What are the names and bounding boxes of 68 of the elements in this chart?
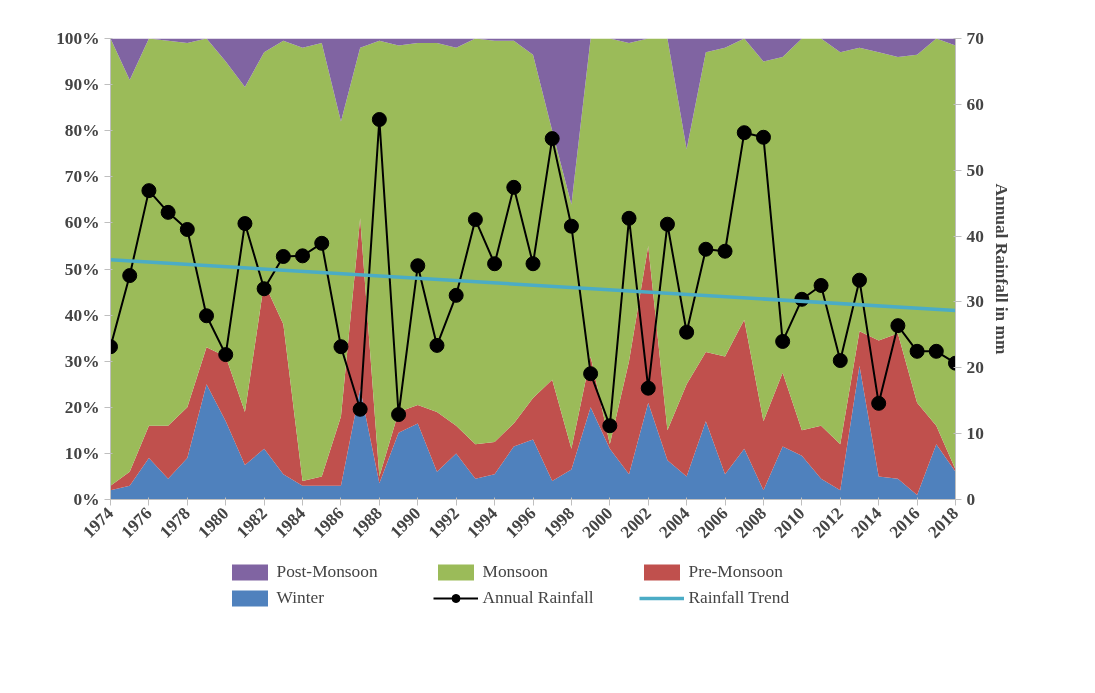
point [467, 212, 483, 228]
y-tick-label: 30% [64, 351, 100, 371]
y2-tick-label: 40 [966, 226, 984, 246]
point [487, 256, 503, 272]
y-tick-label: 80% [64, 121, 100, 141]
y-tick-label: 40% [64, 305, 100, 325]
y2-tick-label: 60 [966, 94, 984, 114]
point [179, 222, 195, 237]
point [256, 281, 272, 297]
point [371, 112, 387, 127]
point [890, 318, 906, 334]
y2-tick-label: 70 [966, 29, 984, 48]
point [659, 216, 675, 232]
point [275, 249, 291, 264]
point [218, 347, 234, 363]
point [909, 343, 925, 359]
point [333, 339, 349, 355]
point [525, 256, 541, 272]
point [160, 204, 176, 220]
point [871, 395, 887, 411]
point [851, 272, 867, 288]
y2-tick-label: 0 [966, 490, 976, 509]
point [813, 277, 829, 293]
point [602, 418, 618, 434]
legend-label: Annual Rainfall [482, 588, 595, 608]
point [141, 183, 157, 199]
y2-tick-label: 10 [966, 424, 984, 444]
point [448, 287, 464, 303]
point [736, 125, 752, 141]
point [832, 353, 848, 369]
y2-tick-label: 50 [966, 160, 984, 180]
point [506, 179, 522, 195]
legend-label: Winter [276, 588, 325, 608]
point [755, 129, 771, 145]
point [563, 218, 579, 234]
point [199, 308, 215, 324]
legend-label: Pre-Monsoon [688, 562, 784, 582]
y-tick-label: 100% [56, 29, 100, 48]
y2-tick-label: 30 [966, 292, 984, 312]
point [429, 337, 445, 353]
point [352, 401, 368, 417]
y2-axis-title: Annual Rainfall in mm [991, 183, 1011, 356]
point [928, 343, 944, 359]
point [410, 258, 426, 274]
point [314, 235, 330, 251]
point [391, 407, 407, 423]
y-tick-label: 20% [64, 397, 100, 417]
legend-label: Monsoon [482, 562, 549, 582]
legend-label: Post-Monsoon [276, 562, 379, 582]
point [717, 243, 733, 259]
point [237, 216, 253, 232]
point [679, 324, 695, 340]
point [583, 366, 599, 382]
y-tick-label: 90% [64, 75, 100, 95]
legend-label: Rainfall Trend [688, 588, 791, 608]
y-tick-label: 10% [64, 443, 100, 463]
point [640, 380, 656, 396]
point [544, 131, 560, 147]
y-tick-label: 70% [64, 167, 100, 187]
y-tick-label: 0% [73, 490, 100, 509]
point [775, 333, 791, 349]
point [295, 248, 311, 264]
point [621, 210, 637, 226]
y2-tick-label: 20 [966, 358, 984, 378]
y-tick-label: 60% [64, 213, 100, 233]
point [698, 241, 714, 257]
y-tick-label: 50% [64, 259, 100, 279]
point [122, 268, 138, 284]
